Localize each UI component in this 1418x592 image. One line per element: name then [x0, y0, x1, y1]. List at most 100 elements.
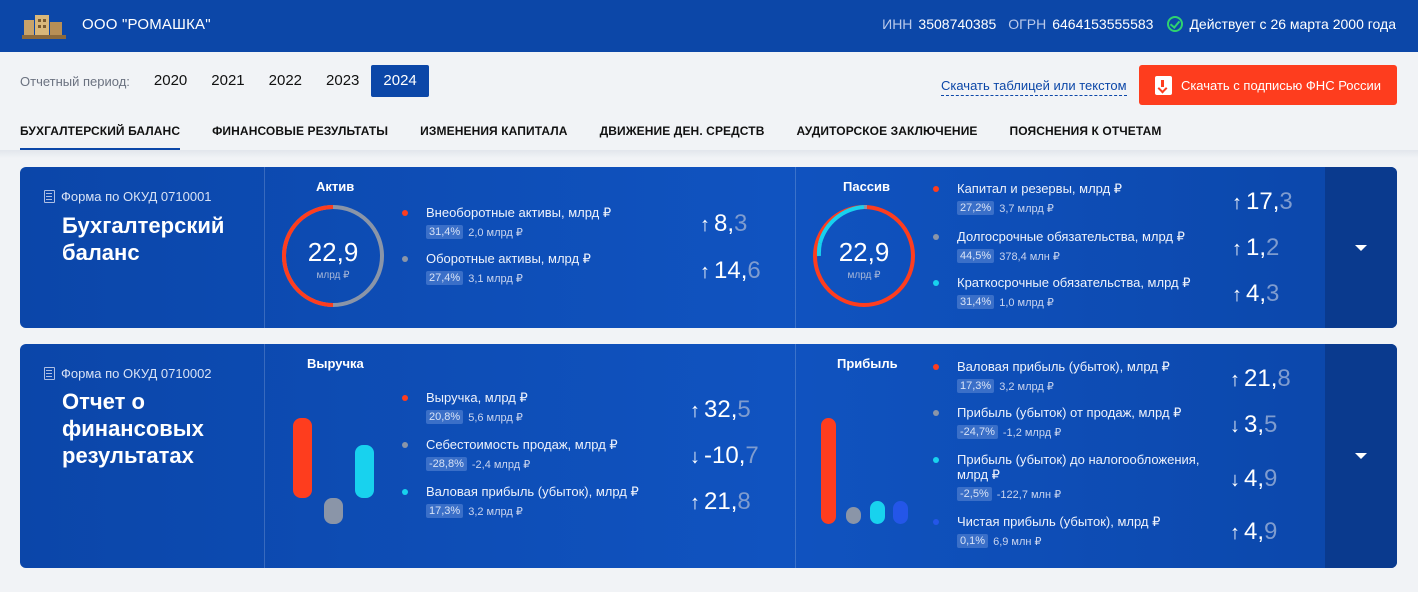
legend-dot — [402, 256, 408, 262]
inn-value: 3508740385 — [918, 16, 997, 32]
assets-total: 22,9 — [307, 237, 359, 267]
asset-item-2: Оборотные активы, млрд ₽ 27,4% 3,1 млрд ₽ — [402, 251, 591, 285]
item-pct: 27,2% — [957, 201, 995, 215]
item-name: Прибыль (убыток) до налогообложения, — [957, 452, 1200, 467]
year-2021[interactable]: 2021 — [211, 72, 245, 89]
divider — [795, 344, 796, 568]
liability-value-2: ↑ 1,2 — [1232, 234, 1279, 262]
year-2022[interactable]: 2022 — [268, 72, 303, 89]
download-signed-button[interactable]: Скачать с подписью ФНС России — [1139, 65, 1397, 105]
document-icon — [44, 367, 55, 380]
item-sub: 1,0 млрд ₽ — [999, 296, 1054, 309]
gross-profit-bar — [355, 445, 374, 498]
item-name: Валовая прибыль (убыток), млрд ₽ — [957, 359, 1170, 374]
value-int: 21, — [1244, 365, 1278, 392]
pretax-profit-bar — [870, 501, 885, 524]
status-text: Действует с 26 марта 2000 года — [1189, 16, 1396, 32]
assets-unit: млрд ₽ — [316, 270, 350, 281]
revenue-title: Выручка — [307, 356, 364, 371]
top-header: ООО "РОМАШКА" ИНН 3508740385 ОГРН 646415… — [0, 0, 1418, 52]
item-name: Чистая прибыль (убыток), млрд ₽ — [957, 514, 1161, 529]
check-circle-icon — [1167, 16, 1184, 32]
expand-results-button[interactable] — [1325, 344, 1397, 568]
tab-notes[interactable]: ПОЯСНЕНИЯ К ОТЧЕТАМ — [1009, 124, 1162, 138]
tabs-shadow — [0, 150, 1418, 158]
arrow-up-icon: ↑ — [1230, 522, 1240, 544]
item-name: Прибыль (убыток) от продаж, млрд ₽ — [957, 405, 1182, 420]
liability-item-3: Краткосрочные обязательства, млрд ₽ 31,4… — [933, 275, 1190, 309]
item-pct: 31,4% — [426, 225, 464, 239]
item-pct: 31,4% — [957, 295, 995, 309]
value-frac: 9 — [1264, 518, 1278, 545]
item-name: Валовая прибыль (убыток), млрд ₽ — [426, 484, 639, 499]
value-int: 4, — [1244, 465, 1265, 492]
divider — [264, 167, 265, 328]
legend-dot — [933, 364, 939, 370]
results-title-line2: финансовых — [62, 416, 204, 441]
revenue-item-2: Себестоимость продаж, млрд ₽ -28,8% -2,4 … — [402, 437, 618, 471]
item-sub: -1,2 млрд ₽ — [1002, 426, 1062, 439]
asset-value-2: ↑ 14,6 — [700, 257, 761, 285]
value-int: 21, — [704, 488, 738, 515]
legend-dot — [402, 395, 408, 401]
legend-dot — [933, 234, 939, 240]
tab-capital-changes[interactable]: ИЗМЕНЕНИЯ КАПИТАЛА — [420, 124, 568, 138]
value-int: 3, — [1244, 411, 1265, 438]
revenue-value-2: ↓ -10,7 — [690, 442, 759, 470]
value-frac: 7 — [745, 442, 759, 469]
value-frac: 5 — [737, 396, 751, 423]
company-name: ООО "РОМАШКА" — [82, 16, 211, 33]
item-pct: -28,8% — [426, 457, 467, 471]
profit-item-4: Чистая прибыль (убыток), млрд ₽ 0,1% 6,9 … — [933, 514, 1161, 548]
balance-title-line1: Бухгалтерский — [62, 213, 225, 238]
registration-info: ИНН 3508740385 ОГРН 6464153555583 Действ… — [882, 16, 1396, 32]
item-sub: 378,4 млн ₽ — [999, 250, 1060, 263]
profit-value-1: ↑ 21,8 — [1230, 365, 1291, 393]
legend-dot — [933, 280, 939, 286]
year-2023[interactable]: 2023 — [326, 72, 360, 89]
liabilities-total: 22,9 — [838, 237, 890, 267]
download-table-link[interactable]: Скачать таблицей или текстом — [941, 78, 1127, 96]
value-frac: 8 — [1277, 365, 1291, 392]
ogrn-value: 6464153555583 — [1052, 16, 1154, 32]
year-2020[interactable]: 2020 — [153, 72, 188, 89]
arrow-up-icon: ↑ — [1232, 284, 1242, 306]
results-title: Отчет о финансовых результатах — [62, 388, 204, 469]
legend-dot — [402, 489, 408, 495]
item-name-line2: млрд ₽ — [957, 467, 1000, 482]
period-label: Отчетный период: — [20, 73, 130, 89]
tab-financial-results[interactable]: ФИНАНСОВЫЕ РЕЗУЛЬТАТЫ — [212, 124, 389, 138]
value-int: 32, — [704, 396, 738, 423]
legend-dot — [402, 442, 408, 448]
ogrn-label: ОГРН — [1008, 16, 1047, 32]
item-pct: 44,5% — [957, 249, 995, 263]
profit-value-3: ↓ 4,9 — [1230, 465, 1277, 493]
net-profit-bar — [893, 501, 908, 524]
arrow-down-icon: ↓ — [690, 446, 700, 468]
value-frac: 3 — [734, 210, 748, 237]
item-sub: -2,4 млрд ₽ — [471, 458, 531, 471]
liability-value-1: ↑ 17,3 — [1232, 188, 1293, 216]
document-icon — [44, 190, 55, 203]
value-frac: 6 — [747, 257, 761, 284]
tab-cash-flow[interactable]: ДВИЖЕНИЕ ДЕН. СРЕДСТВ — [599, 124, 765, 138]
balance-form-code-text: Форма по ОКУД 0710001 — [61, 189, 212, 204]
item-name: Долгосрочные обязательства, млрд ₽ — [957, 229, 1185, 244]
legend-dot — [933, 457, 939, 463]
expand-balance-button[interactable] — [1325, 167, 1397, 328]
item-name: Оборотные активы, млрд ₽ — [426, 251, 591, 266]
asset-value-1: ↑ 8,3 — [700, 210, 747, 238]
tab-balance[interactable]: БУХГАЛТЕРСКИЙ БАЛАНС — [20, 118, 181, 150]
year-2024[interactable]: 2024 — [371, 65, 429, 97]
item-name: Внеоборотные активы, млрд ₽ — [426, 205, 612, 220]
revenue-item-3: Валовая прибыль (убыток), млрд ₽ 17,3% 3,… — [402, 484, 639, 518]
value-frac: 3 — [1266, 280, 1280, 307]
tab-audit[interactable]: АУДИТОРСКОЕ ЗАКЛЮЧЕНИЕ — [796, 124, 978, 138]
item-sub: 5,6 млрд ₽ — [468, 411, 523, 424]
chevron-down-icon — [1355, 453, 1367, 459]
value-int: -10, — [704, 442, 746, 469]
arrow-up-icon: ↑ — [1232, 192, 1242, 214]
cost-bar — [324, 498, 343, 524]
gross-profit-bar — [821, 418, 836, 524]
revenue-value-1: ↑ 32,5 — [690, 396, 751, 424]
